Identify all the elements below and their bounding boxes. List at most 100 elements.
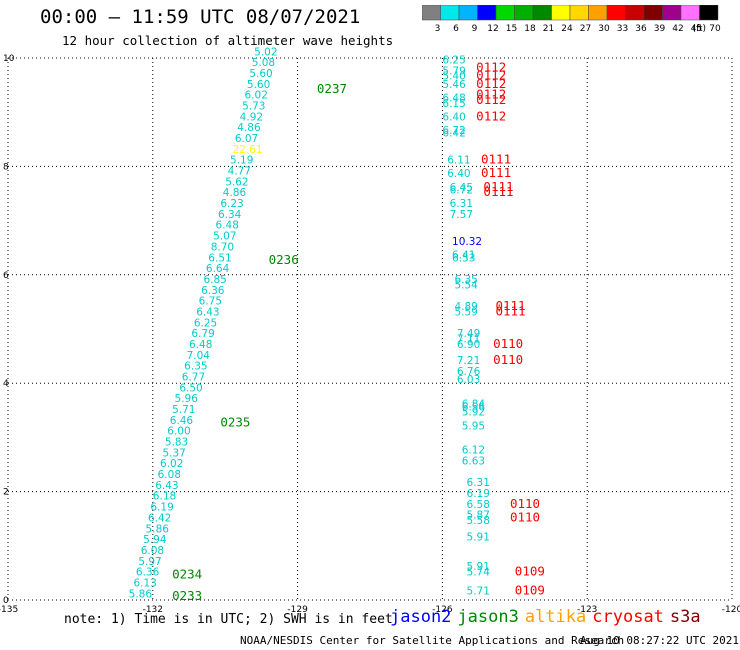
wave-height-value: 5.79 <box>442 65 465 77</box>
colorbar-label: 39 <box>654 24 666 33</box>
wave-height-value: 5.71 <box>172 404 195 416</box>
y-tick-label: 10 <box>3 54 15 64</box>
y-tick-label: 0 <box>3 596 9 606</box>
wave-height-value: 5.60 <box>247 79 270 91</box>
wave-height-value: 8.70 <box>211 241 234 253</box>
wave-height-value: 6.19 <box>467 488 490 500</box>
wave-height-value: 6.34 <box>218 209 242 221</box>
wave-height-value: 5.94 <box>143 534 167 546</box>
wave-height-value: 7.04 <box>187 350 211 362</box>
wave-height-value: 5.91 <box>467 561 490 573</box>
wave-height-value: 6.42 <box>148 512 171 524</box>
wave-height-value: 5.74 <box>467 567 491 579</box>
wave-height-value: 6.90 <box>457 339 480 351</box>
y-tick-label: 8 <box>3 162 9 172</box>
wave-height-value: 5.19 <box>230 155 253 167</box>
legend-item-jason2: jason2 <box>390 607 452 627</box>
wave-height-value: 6.13 <box>133 577 156 589</box>
wave-height-value: 6.72 <box>442 125 465 137</box>
wave-height-value: 6.08 <box>141 545 164 557</box>
pass-time-label: 0110 <box>493 352 523 367</box>
pass-time-label: 0112 <box>476 68 506 83</box>
wave-height-value: 4.89 <box>454 301 477 313</box>
wave-height-value: 6.31 <box>450 198 473 210</box>
wave-height-value: 6.50 <box>179 382 202 394</box>
wave-height-value: 6.03 <box>457 374 480 386</box>
legend-item-s3a: s3a <box>669 607 701 627</box>
colorbar-label: 15 <box>506 24 517 33</box>
wave-height-value: 6.48 <box>216 220 239 232</box>
pass-time-label: 0110 <box>493 336 523 351</box>
wave-height-value: 5.08 <box>252 57 275 69</box>
wave-height-value: 6.76 <box>457 366 481 378</box>
colorbar-label: 18 <box>524 24 536 33</box>
wave-height-value: 5.86 <box>146 523 170 535</box>
pass-time-label: 0111 <box>481 165 511 180</box>
wave-height-value: 10.32 <box>452 236 482 248</box>
wave-height-value: 5.07 <box>213 231 236 243</box>
pass-time-label: 0111 <box>483 184 513 199</box>
wave-height-value: 6.43 <box>155 480 178 492</box>
pass-time-label: 0112 <box>476 87 506 102</box>
wave-height-value: 5.91 <box>467 531 490 543</box>
wave-height-value: 6.00 <box>167 426 190 438</box>
colorbar-label: 36 <box>635 24 647 33</box>
wave-height-value: 6.19 <box>150 502 173 514</box>
wave-height-value: 6.25 <box>194 317 217 329</box>
wave-height-value: 6.43 <box>196 306 219 318</box>
wave-height-value: 5.73 <box>242 100 265 112</box>
wave-height-value: 6.35 <box>454 274 477 286</box>
colorbar-label: 42 <box>672 24 683 33</box>
wave-height-value: 6.42 <box>442 128 465 140</box>
legend-item-cryosat: cryosat <box>592 607 664 627</box>
satellite-legend: jason2 jason3 altika cryosat s3a <box>390 607 707 627</box>
wave-height-value: 6.46 <box>170 415 194 427</box>
wave-height-value: 6.56 <box>462 401 486 413</box>
pass-time-label: 0111 <box>495 303 525 318</box>
wave-height-value: 7.11 <box>457 334 480 346</box>
x-tick-label: -132 <box>143 605 163 615</box>
x-tick-label: -120 <box>722 605 740 615</box>
wave-height-value: 5.83 <box>165 437 188 449</box>
wave-height-value: 5.92 <box>462 407 485 419</box>
wave-height-value: 6.72 <box>450 185 473 197</box>
colorbar-label: 70 <box>709 24 721 33</box>
colorbar-label: 6 <box>453 24 459 33</box>
pass-time-label: 0233 <box>172 588 202 603</box>
footer-timestamp: Aug 10 08:27:22 UTC 2021 <box>580 634 739 647</box>
pass-time-label: 0111 <box>481 152 511 167</box>
x-tick-label: -135 <box>0 605 18 615</box>
colorbar-label: 45 <box>691 24 702 33</box>
y-tick-label: 2 <box>3 488 9 498</box>
wave-height-value: 6.08 <box>158 469 181 481</box>
pass-time-label: 0111 <box>495 298 525 313</box>
altimeter-plot: -135-132-129-126-123-12002468105.866.136… <box>0 46 740 615</box>
wave-height-value: 6.41 <box>452 250 475 262</box>
wave-height-value: 4.86 <box>237 122 261 134</box>
wave-height-value: 6.75 <box>199 296 222 308</box>
wave-height-value: 4.77 <box>228 166 251 178</box>
wave-height-value: 6.02 <box>160 458 183 470</box>
wave-height-value: 7.21 <box>457 355 480 367</box>
wave-height-value: 5.71 <box>467 586 490 598</box>
footer-credit: NOAA/NESDIS Center for Satellite Applica… <box>240 634 625 647</box>
wave-height-value: 6.64 <box>206 263 230 275</box>
legend-item-jason3: jason3 <box>457 607 519 627</box>
colorbar-label: 24 <box>561 24 573 33</box>
colorbar-label: 9 <box>472 24 478 33</box>
wave-height-value: 6.25 <box>442 54 465 66</box>
colorbar-label: 21 <box>543 24 554 33</box>
wave-height-value: 6.45 <box>450 182 473 194</box>
wave-height-value: 6.53 <box>452 252 475 264</box>
wave-height-value: 4.92 <box>240 111 263 123</box>
wave-height-value: 6.85 <box>203 274 226 286</box>
wave-height-value: 6.79 <box>191 328 214 340</box>
wave-height-value: 5.58 <box>467 515 490 527</box>
wave-height-value: 5.62 <box>225 176 248 188</box>
wave-height-value: 6.58 <box>467 499 490 511</box>
x-tick-label: -123 <box>577 605 597 615</box>
pass-time-label: 0236 <box>269 252 299 267</box>
wave-height-value: 6.77 <box>182 371 205 383</box>
wave-height-value: 6.63 <box>462 456 485 468</box>
wave-height-value: 5.96 <box>175 393 199 405</box>
